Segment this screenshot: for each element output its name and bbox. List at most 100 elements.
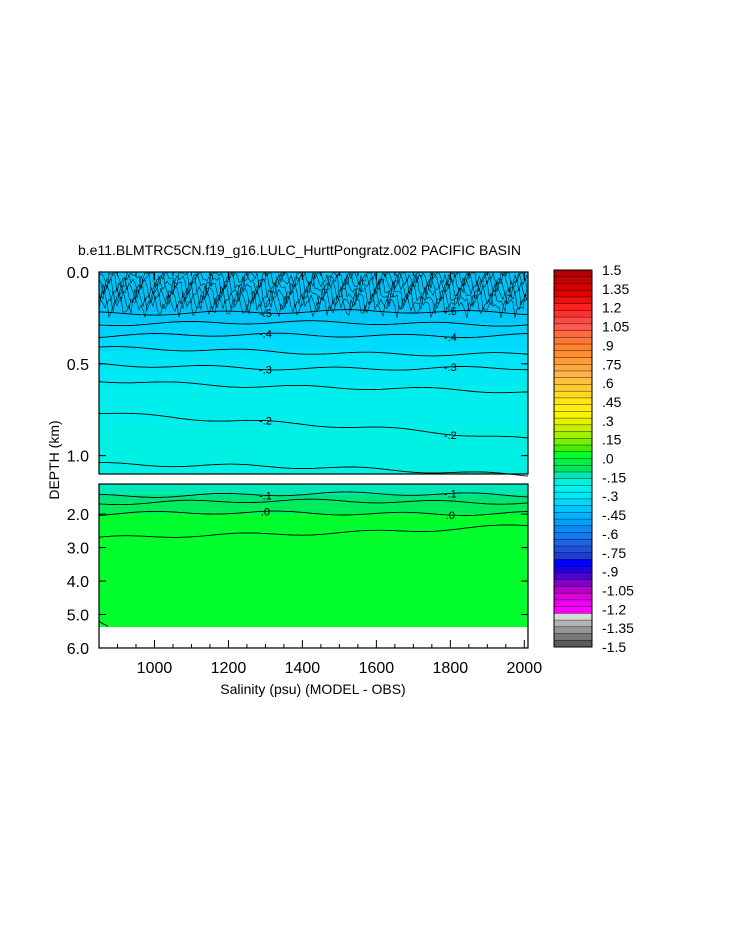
colorbar-label: 1.2 (602, 300, 622, 316)
contour-line (98, 491, 529, 498)
colorbar-swatch (554, 431, 592, 439)
contour-label: -.1 (259, 490, 272, 502)
contour-label: -.5 (444, 306, 457, 318)
contour-label: .0 (261, 506, 270, 518)
colorbar-swatch (554, 525, 592, 533)
colorbar-swatch (554, 626, 592, 634)
contour-label: -.3 (444, 362, 457, 374)
colorbar-label: -.45 (602, 507, 626, 523)
colorbar-label: -.9 (602, 564, 619, 580)
lower-band (99, 494, 528, 503)
colorbar-label: .0 (602, 451, 614, 467)
colorbar-swatch (554, 572, 592, 580)
colorbar-swatch (554, 350, 592, 358)
surface-noise-contour (98, 292, 528, 319)
colorbar-swatch (554, 593, 592, 601)
colorbar-label: .6 (602, 375, 614, 391)
contour-line (98, 309, 529, 316)
contour-line (98, 498, 529, 506)
contour-line (98, 620, 109, 627)
contour-label: -.4 (259, 328, 272, 340)
x-tick-label: 1200 (211, 660, 247, 677)
surface-noise-contour (98, 286, 528, 314)
colorbar-swatch (554, 411, 592, 419)
colorbar-swatch (554, 478, 592, 486)
upper-band (99, 385, 528, 429)
y-tick-label: 1.0 (67, 449, 89, 466)
colorbar-label: .75 (602, 356, 622, 372)
colorbar-swatch (554, 471, 592, 479)
colorbar-swatch (554, 290, 592, 298)
colorbar-swatch (554, 492, 592, 500)
contour-line (98, 332, 529, 338)
upper-band (99, 350, 528, 368)
y-tick-label: 6.0 (67, 641, 89, 658)
colorbar-swatch (554, 512, 592, 520)
colorbar-swatch (554, 438, 592, 446)
colorbar-label: .45 (602, 394, 622, 410)
colorbar-swatch (554, 337, 592, 345)
surface-noise-contour (98, 271, 528, 296)
y-tick-label: 0.0 (67, 265, 89, 282)
colorbar-label: -.75 (602, 545, 626, 561)
colorbar-swatch (554, 270, 592, 278)
upper-band (99, 336, 528, 351)
colorbar-swatch (554, 357, 592, 365)
lower-panel-border (98, 483, 529, 649)
upper-panel-border (98, 271, 529, 475)
colorbar-swatch (554, 559, 592, 567)
colorbar-swatch (554, 424, 592, 432)
colorbar-label: .15 (602, 432, 622, 448)
y-axis-label: DEPTH (km) (46, 420, 62, 499)
colorbar-swatch (554, 276, 592, 284)
colorbar-swatch (554, 377, 592, 385)
contour-label: -.4 (444, 332, 457, 344)
contour-line (98, 320, 529, 327)
colorbar-label: 1.5 (602, 262, 622, 278)
colorbar-swatch (554, 532, 592, 540)
y-tick-label: 5.0 (67, 608, 89, 625)
colorbar-label: 1.05 (602, 319, 629, 335)
y-tick-label: 2.0 (67, 507, 89, 524)
x-tick-label: 1800 (433, 660, 469, 677)
colorbar-swatch (554, 498, 592, 506)
colorbar-swatch (554, 370, 592, 379)
colorbar-swatch (554, 310, 592, 318)
colorbar-swatch (554, 391, 592, 399)
colorbar-swatch (554, 397, 592, 405)
colorbar-swatch (554, 519, 592, 527)
colorbar-swatch (554, 599, 592, 607)
missing-data-region (99, 627, 528, 648)
colorbar-label: -.3 (602, 488, 619, 504)
upper-panel: -.5 -.5 -.4 -.4 -.3 -.3 -.2 -.2 0.0 0.5 1.0 (67, 265, 529, 477)
colorbar-swatch (554, 283, 592, 291)
contour-line (98, 524, 529, 538)
contour-line (98, 346, 529, 357)
upper-band (99, 428, 528, 474)
colorbar-swatch (554, 586, 592, 594)
contour-line (98, 363, 528, 371)
contour-line (99, 412, 529, 439)
contour-label: -.5 (259, 308, 272, 320)
x-tick-label: 1600 (359, 660, 395, 677)
colorbar-label: .3 (602, 413, 614, 429)
colorbar-swatch (554, 579, 592, 587)
lower-band (99, 502, 528, 515)
colorbar-label: .9 (602, 337, 614, 353)
colorbar-swatch (554, 620, 592, 628)
colorbar-swatch (554, 633, 592, 641)
contour-line (98, 381, 529, 394)
lower-panel: -.1 -.1 .0 .0 2.0 3.0 4.0 5.0 6.0 1000 1200 1400 1… (67, 272, 542, 677)
lower-band (99, 514, 528, 648)
colorbar-swatch (554, 552, 592, 560)
colorbar-label: -.15 (602, 469, 626, 485)
colorbar-swatch (554, 317, 592, 325)
upper-band (99, 323, 528, 337)
colorbar-label: -1.5 (602, 639, 626, 655)
colorbar-swatch (554, 344, 592, 352)
colorbar-swatch (554, 566, 592, 574)
contour-label: -.2 (444, 430, 457, 442)
surface-noise-contour (98, 280, 528, 308)
contour-label: .0 (446, 510, 455, 522)
x-tick-label: 1000 (137, 660, 173, 677)
